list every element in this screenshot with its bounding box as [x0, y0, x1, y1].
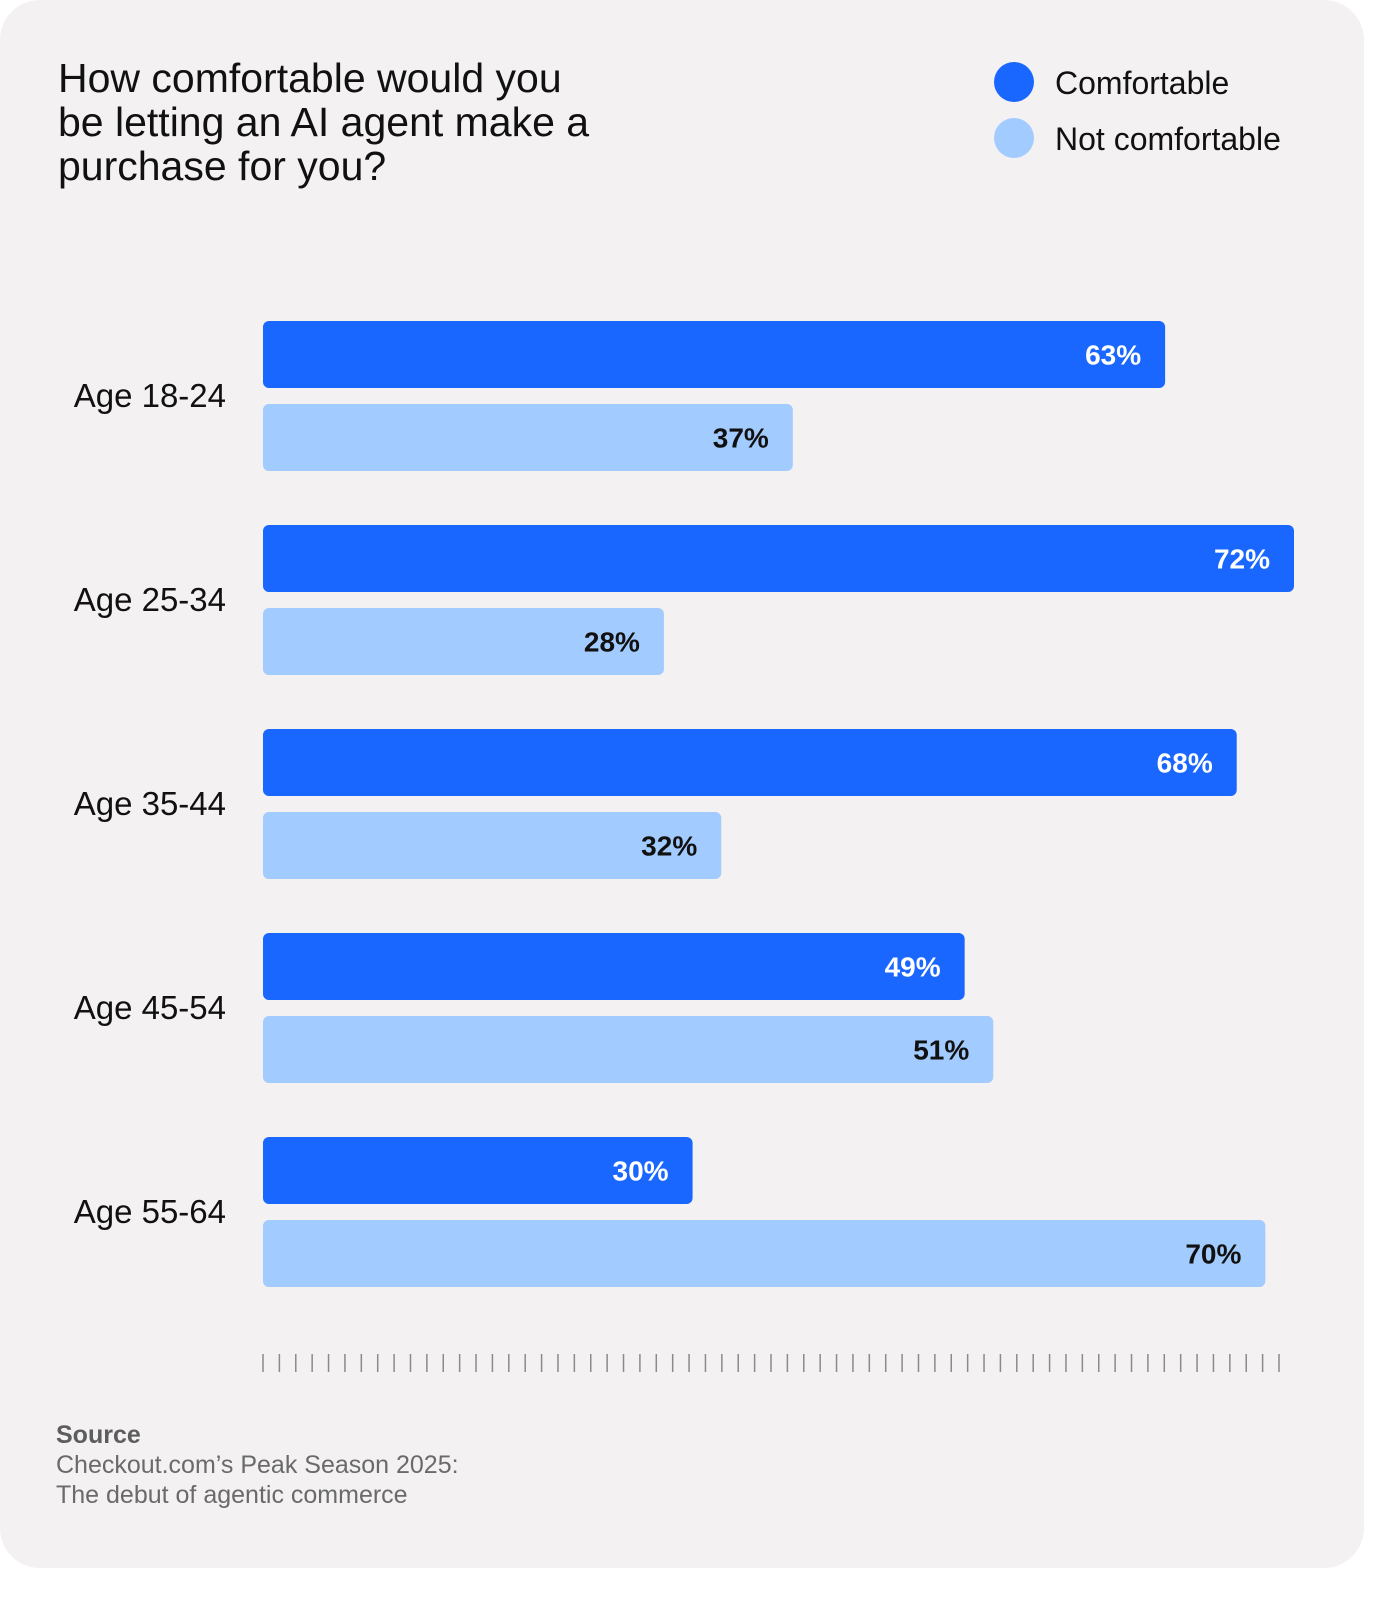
bar-not-comfortable-age-45-54	[263, 1016, 994, 1083]
bar-comfortable-age-25-34	[263, 525, 1294, 592]
category-label-age-25-34: Age 25-34	[74, 581, 226, 618]
bar-comfortable-age-35-44	[263, 729, 1237, 796]
value-label-comfortable-age-55-64: 30%	[613, 1156, 669, 1187]
value-label-not-comfortable-age-35-44: 32%	[641, 831, 697, 862]
value-label-not-comfortable-age-18-24: 37%	[713, 423, 769, 454]
value-label-not-comfortable-age-45-54: 51%	[913, 1035, 969, 1066]
legend-item-comfortable: Comfortable	[994, 62, 1334, 102]
legend-label-not-comfortable: Not comfortable	[1055, 121, 1281, 157]
bar-not-comfortable-age-35-44	[263, 812, 722, 879]
legend-item-not-comfortable: Not comfortable	[994, 118, 1334, 158]
value-label-comfortable-age-25-34: 72%	[1214, 544, 1270, 575]
value-label-comfortable-age-18-24: 63%	[1085, 340, 1141, 371]
bar-comfortable-age-18-24	[263, 321, 1166, 388]
legend-label-comfortable: Comfortable	[1055, 65, 1230, 101]
value-label-not-comfortable-age-55-64: 70%	[1185, 1239, 1241, 1270]
value-label-not-comfortable-age-25-34: 28%	[584, 627, 640, 658]
value-label-comfortable-age-35-44: 68%	[1157, 748, 1213, 779]
category-label-age-55-64: Age 55-64	[74, 1193, 226, 1230]
bar-not-comfortable-age-25-34	[263, 608, 664, 675]
bar-not-comfortable-age-55-64	[263, 1220, 1266, 1287]
category-label-age-18-24: Age 18-24	[74, 377, 226, 414]
category-label-age-45-54: Age 45-54	[74, 989, 226, 1026]
chart-title: How comfortable would you be letting an …	[58, 55, 590, 189]
legend-swatch-comfortable	[994, 62, 1034, 102]
category-label-age-35-44: Age 35-44	[74, 785, 226, 822]
bar-not-comfortable-age-18-24	[263, 404, 793, 471]
source-text: Checkout.com’s Peak Season 2025: The deb…	[56, 1451, 459, 1509]
legend-swatch-not-comfortable	[994, 118, 1034, 158]
source-note: Source Checkout.com’s Peak Season 2025: …	[56, 1420, 656, 1510]
bar-comfortable-age-45-54	[263, 933, 965, 1000]
legend: Comfortable Not comfortable	[994, 62, 1334, 174]
value-label-comfortable-age-45-54: 49%	[885, 952, 941, 983]
source-heading: Source	[56, 1421, 141, 1449]
bar-comfortable-age-55-64	[263, 1137, 693, 1204]
